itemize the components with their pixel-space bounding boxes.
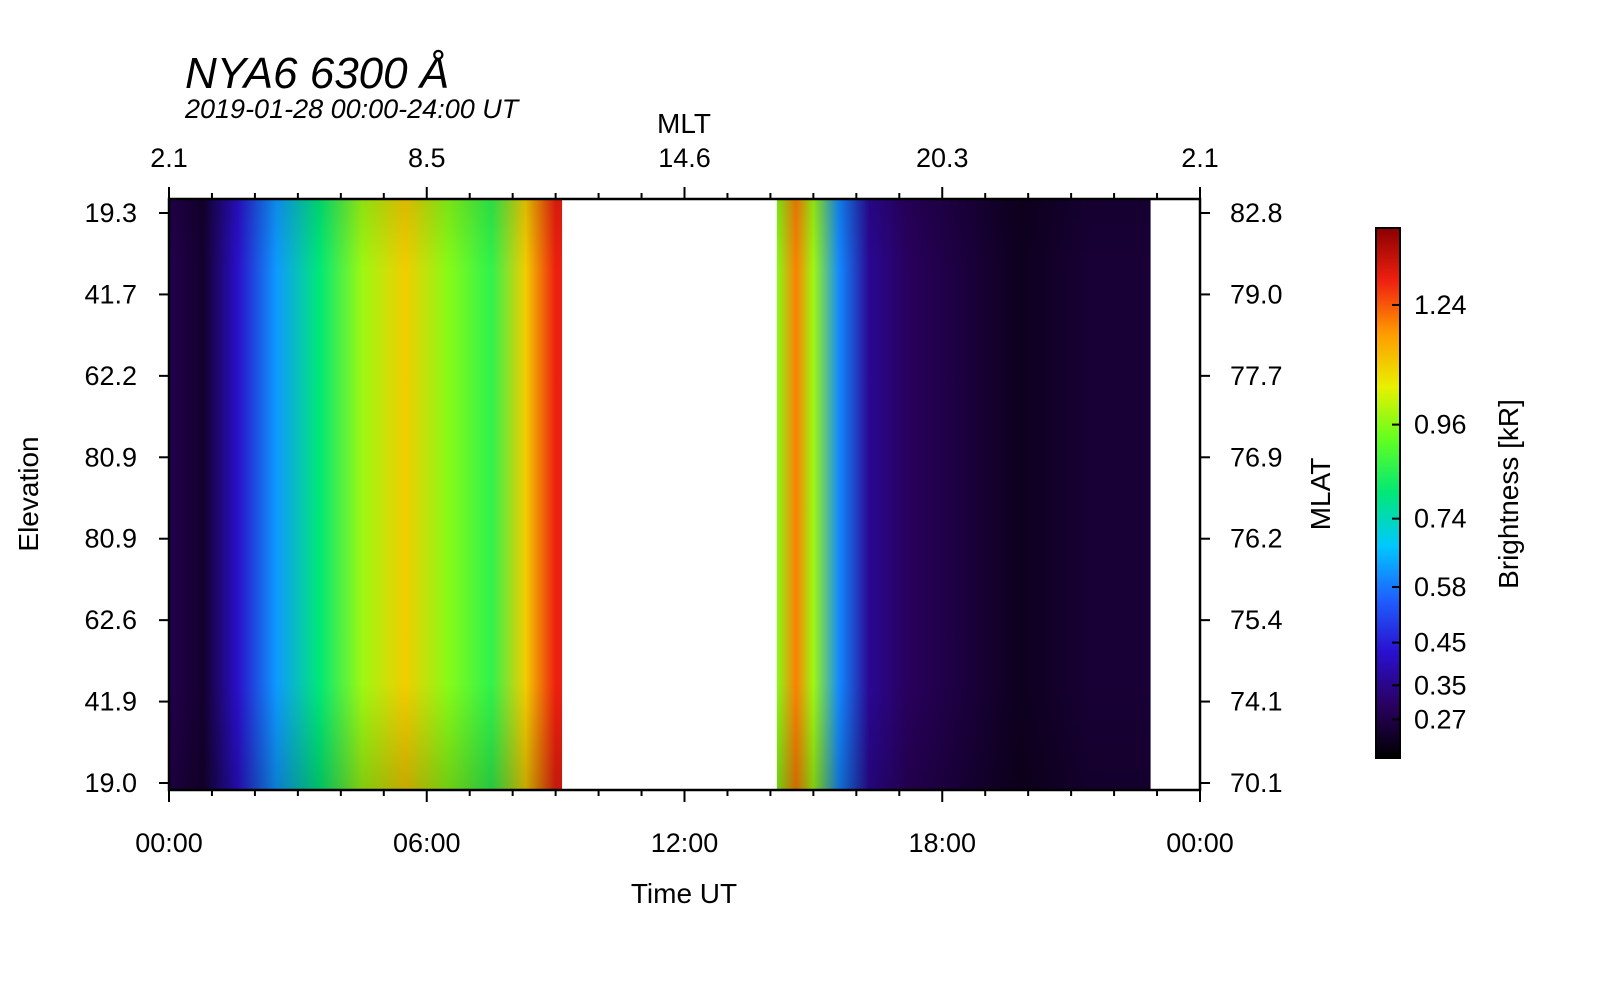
colorbar-tick-label: 0.58 — [1414, 572, 1467, 602]
y-tick-label-right: 76.9 — [1230, 442, 1283, 472]
colorbar-tick-label: 0.27 — [1414, 705, 1467, 735]
colorbar-tick-label: 0.45 — [1414, 628, 1467, 658]
x-tick-label-bottom: 06:00 — [393, 828, 461, 858]
x-tick-label-bottom: 00:00 — [1166, 828, 1234, 858]
colorbar-tick-label: 1.24 — [1414, 290, 1467, 320]
keogram-heatmap — [169, 199, 1200, 790]
y-tick-label-right: 77.7 — [1230, 361, 1283, 391]
y-tick-label-right: 79.0 — [1230, 279, 1283, 309]
x-tick-label-bottom: 12:00 — [651, 828, 719, 858]
colorbar-tick-label: 0.96 — [1414, 410, 1467, 440]
chart-subtitle: 2019-01-28 00:00-24:00 UT — [184, 94, 521, 124]
y-tick-label-left: 62.2 — [84, 361, 137, 391]
x-axis-title-top: MLT — [657, 108, 711, 139]
y-tick-label-right: 74.1 — [1230, 687, 1283, 717]
colorbar-tick-label: 0.35 — [1414, 670, 1467, 700]
y-axis-title-right: MLAT — [1305, 458, 1336, 531]
y-tick-label-left: 80.9 — [84, 524, 137, 554]
colorbar-tick-label: 0.74 — [1414, 504, 1467, 534]
y-tick-label-left: 80.9 — [84, 442, 137, 472]
data-gap — [562, 200, 777, 789]
y-tick-label-right: 76.2 — [1230, 524, 1283, 554]
data-gap — [1150, 200, 1200, 789]
y-tick-label-left: 41.7 — [84, 279, 137, 309]
y-tick-label-left: 62.6 — [84, 605, 137, 635]
colorbar-ticks: 1.24 0.96 0.74 0.58 0.45 0.35 0.27 — [1392, 290, 1467, 735]
x-tick-label-top: 14.6 — [658, 143, 711, 173]
x-tick-label-top: 8.5 — [408, 143, 446, 173]
colorbar-label: Brightness [kR] — [1493, 399, 1524, 589]
y-tick-label-right: 70.1 — [1230, 768, 1283, 798]
x-tick-label-top: 2.1 — [1181, 143, 1219, 173]
x-tick-label-top: 2.1 — [150, 143, 188, 173]
colorbar — [1375, 227, 1401, 759]
x-tick-label-bottom: 18:00 — [908, 828, 976, 858]
x-tick-label-top: 20.3 — [916, 143, 969, 173]
y-axis-title-left: Elevation — [13, 436, 44, 551]
y-tick-label-left: 19.3 — [84, 198, 137, 228]
axis-tick-labels: 00:00 06:00 12:00 18:00 00:00 2.1 8.5 14.6 20.3 2… — [84, 143, 1282, 858]
chart-title: NYA6 6300 Å — [185, 49, 449, 98]
y-tick-label-right: 82.8 — [1230, 198, 1283, 228]
x-tick-label-bottom: 00:00 — [135, 828, 203, 858]
axis-ticks — [159, 187, 1210, 802]
y-tick-label-left: 19.0 — [84, 768, 137, 798]
y-tick-label-right: 75.4 — [1230, 605, 1283, 635]
x-axis-title-bottom: Time UT — [631, 878, 737, 909]
y-tick-label-left: 41.9 — [84, 687, 137, 717]
